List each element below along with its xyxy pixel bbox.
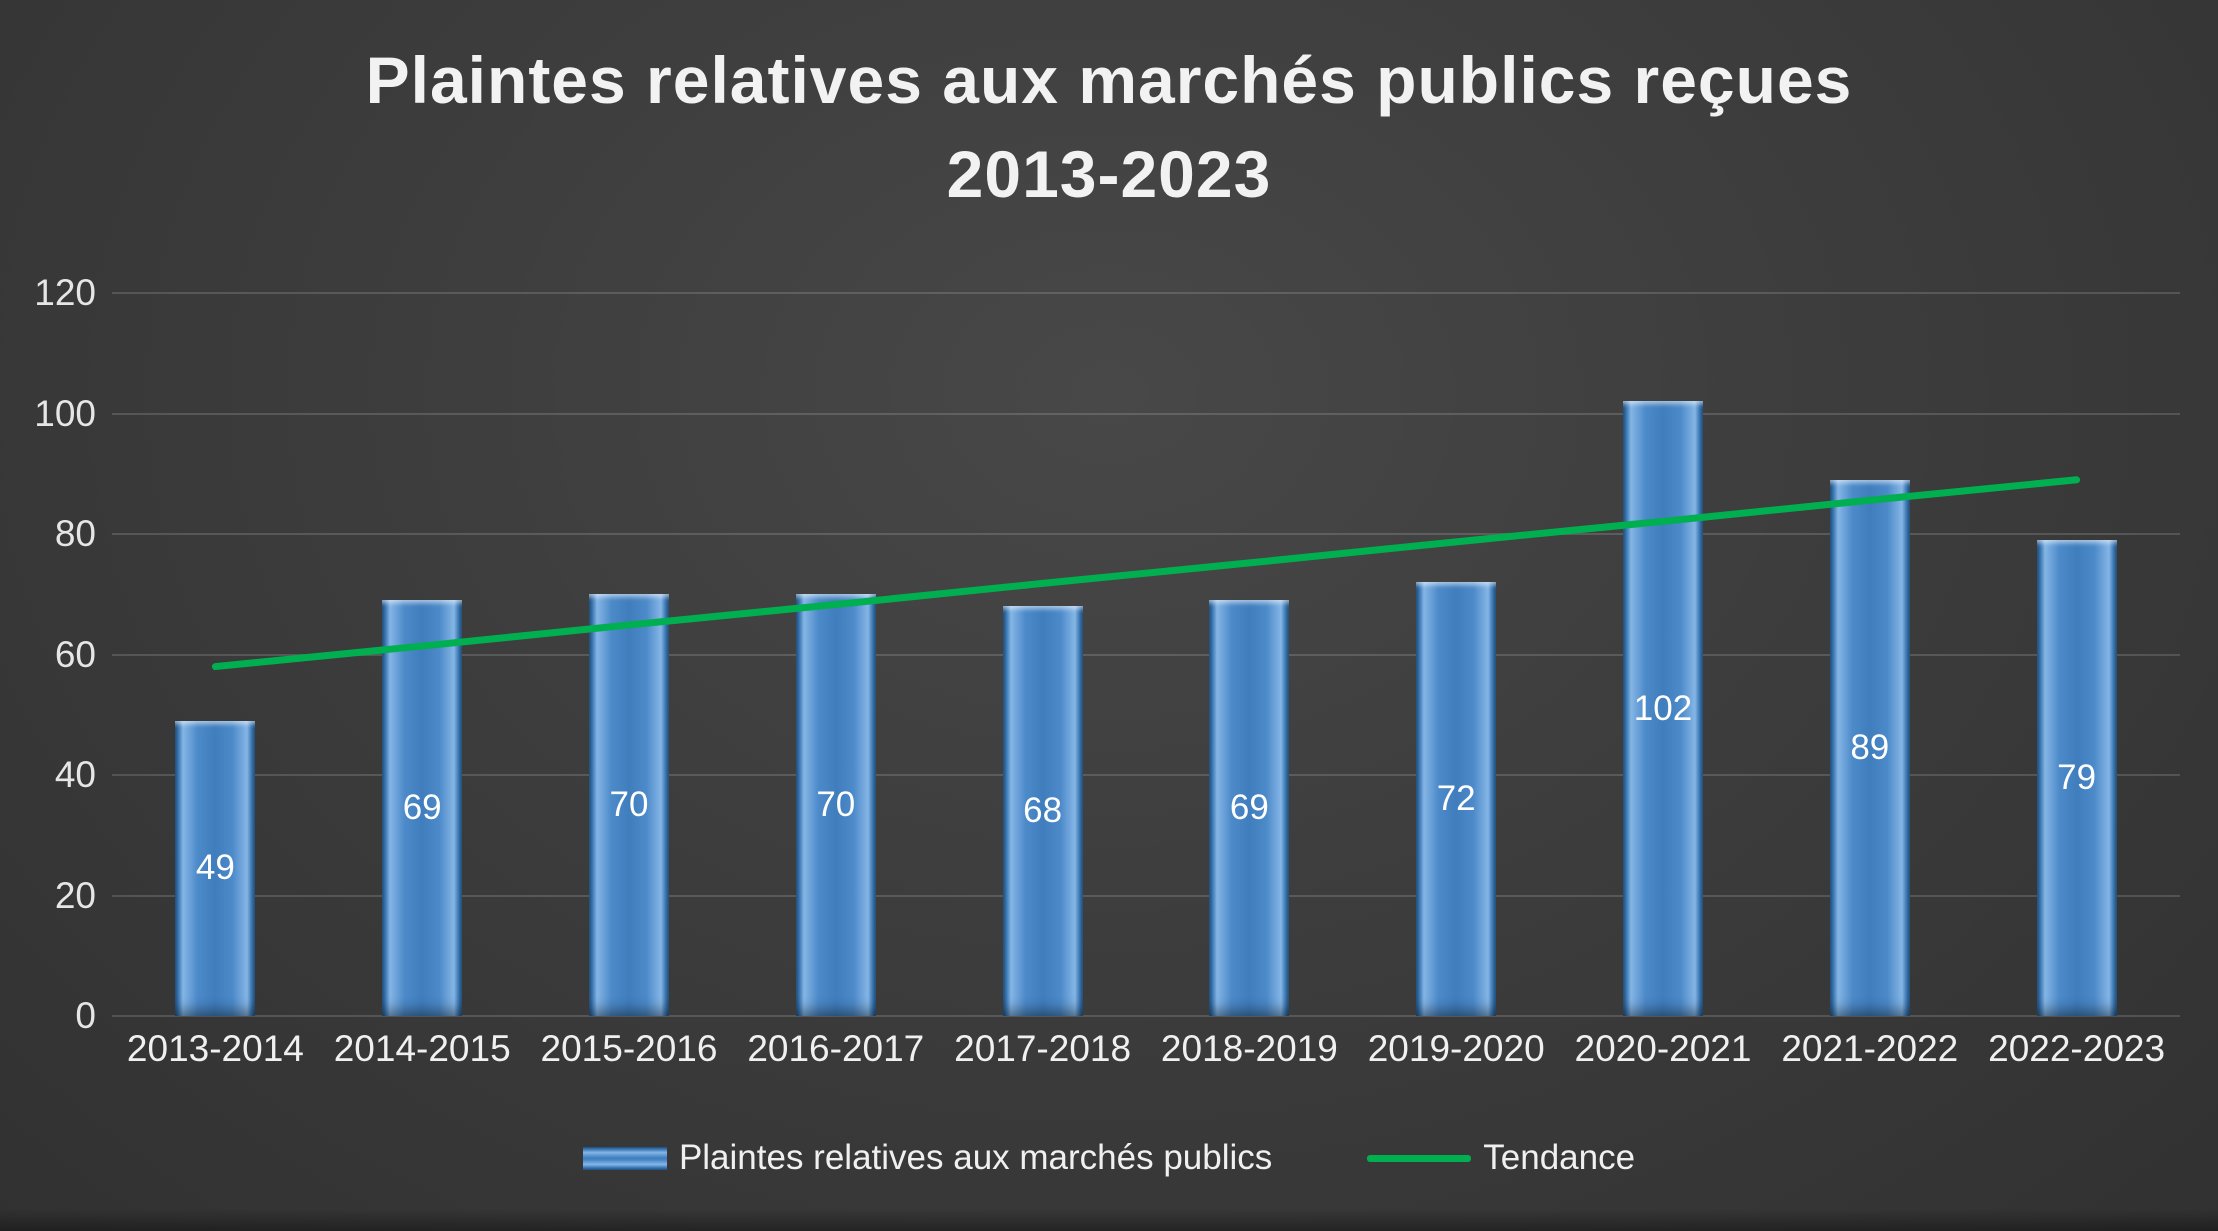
legend-item-bars: Plaintes relatives aux marchés publics <box>582 1138 1273 1178</box>
gridline <box>112 292 2180 294</box>
bar-value-label: 89 <box>1850 727 1890 767</box>
x-axis-label: 2020-2021 <box>1574 1028 1752 1069</box>
chart-title-line2: 2013-2023 <box>946 136 1272 211</box>
trend-line <box>211 476 2081 671</box>
x-axis-label: 2021-2022 <box>1781 1028 1959 1069</box>
bar-value-label: 49 <box>195 848 235 888</box>
bar: 69 <box>1209 600 1290 1016</box>
x-axis-label: 2018-2019 <box>1160 1028 1338 1069</box>
x-axis-label: 2017-2018 <box>954 1028 1132 1069</box>
bar-value-label: 70 <box>609 785 649 825</box>
x-axis: 2013-2014 2014-2015 2015-2016 2016-2017 2017… <box>112 1028 2180 1088</box>
y-tick-label: 80 <box>54 513 96 554</box>
bar: 69 <box>382 600 463 1016</box>
bar: 49 <box>175 720 256 1016</box>
bar: 70 <box>795 594 876 1016</box>
y-tick-label: 60 <box>54 633 96 675</box>
trend-line-layer <box>211 476 2081 671</box>
plot-area: 49 69 70 70 68 69 72 102 89 79 <box>112 292 2180 1017</box>
chart-title: Plaintes relatives aux marchés publics r… <box>0 34 2218 221</box>
gridline <box>112 533 2180 535</box>
bar-value-label: 69 <box>1229 788 1269 828</box>
bar: 89 <box>1829 479 1910 1016</box>
y-tick-label: 120 <box>34 272 96 313</box>
x-axis-label: 2014-2015 <box>333 1028 511 1069</box>
chart-title-line1: Plaintes relatives aux marchés publics r… <box>365 43 1853 117</box>
bar: 70 <box>589 594 669 1016</box>
y-tick-label: 20 <box>54 874 96 916</box>
x-axis-label: 2013-2014 <box>126 1028 304 1069</box>
gridline <box>112 1015 2180 1017</box>
legend-label-bars: Plaintes relatives aux marchés publics <box>678 1138 1273 1177</box>
legend-item-trend: Tendance <box>1367 1138 1635 1178</box>
y-axis: 0 20 40 60 80 100 120 <box>0 272 96 1036</box>
bar-series-swatch-icon <box>582 1146 667 1170</box>
y-tick-label: 40 <box>54 754 96 795</box>
gridline <box>112 894 2180 897</box>
bar-value-label: 69 <box>402 788 442 828</box>
bar-value-label: 102 <box>1633 688 1693 728</box>
bar: 72 <box>1416 582 1497 1016</box>
bar: 79 <box>2036 540 2117 1016</box>
bar: 68 <box>1002 606 1083 1016</box>
x-axis-label: 2016-2017 <box>747 1028 925 1069</box>
x-axis-label: 2022-2023 <box>1988 1028 2166 1069</box>
bar-value-label: 72 <box>1436 779 1476 819</box>
gridline <box>112 653 2180 656</box>
bar-value-label: 68 <box>1023 791 1063 831</box>
gridline <box>112 774 2180 776</box>
y-tick-label: 0 <box>75 995 96 1036</box>
trend-line-swatch-icon <box>1367 1154 1472 1162</box>
legend: Plaintes relatives aux marchés publics T… <box>0 1138 2218 1178</box>
bar-value-label: 79 <box>2057 758 2097 797</box>
gridline <box>112 412 2180 415</box>
legend-label-trend: Tendance <box>1483 1138 1636 1177</box>
bar-value-label: 70 <box>816 785 856 825</box>
bar: 102 <box>1623 401 1703 1016</box>
x-axis-label: 2015-2016 <box>540 1028 718 1069</box>
x-axis-label: 2019-2020 <box>1367 1028 1545 1069</box>
y-tick-label: 100 <box>34 392 96 434</box>
